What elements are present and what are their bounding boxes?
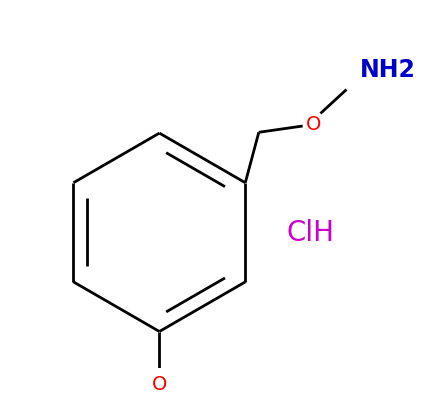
- Text: NH2: NH2: [360, 58, 416, 81]
- Text: O: O: [152, 374, 167, 393]
- Text: ClH: ClH: [287, 219, 335, 247]
- Text: O: O: [306, 115, 321, 134]
